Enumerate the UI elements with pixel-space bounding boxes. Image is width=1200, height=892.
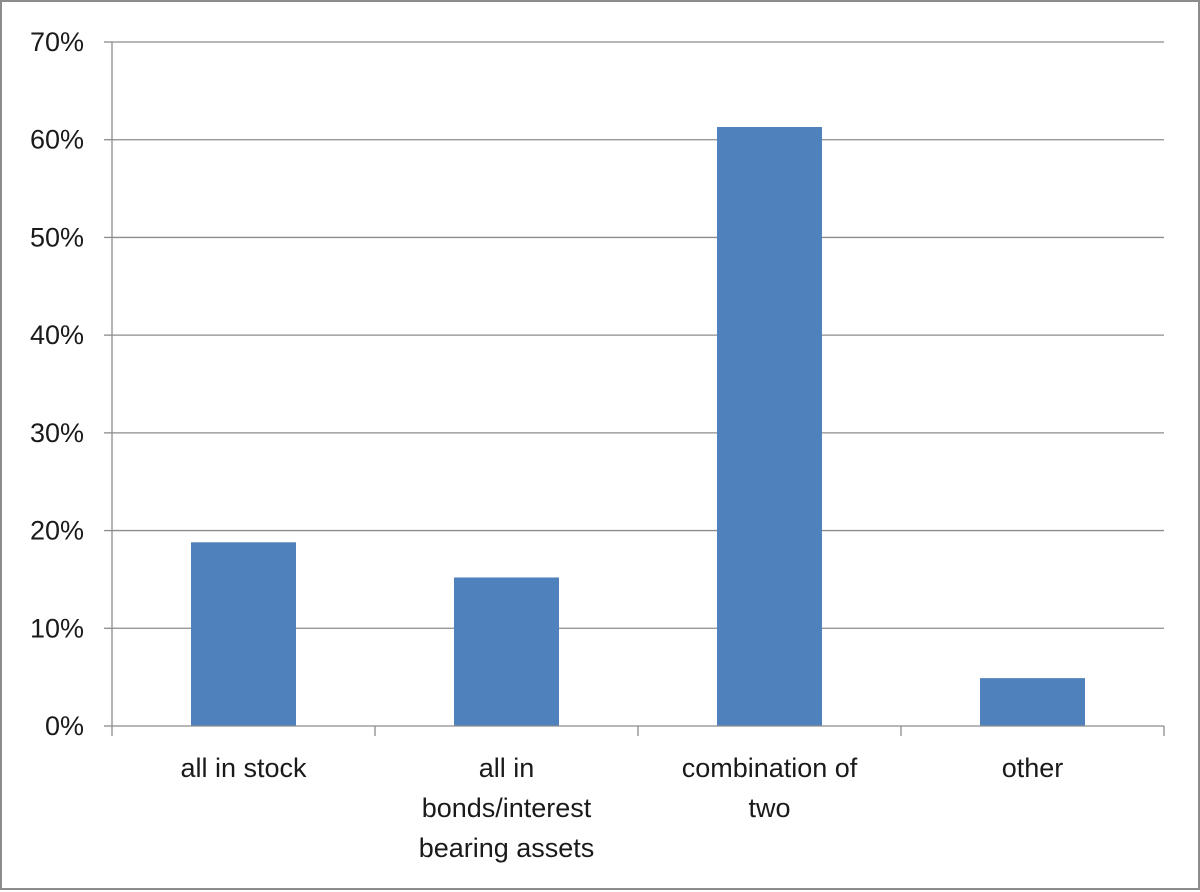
y-tick-labels: 0% 10% 20% 30% 40% 50% 60% 70% — [30, 27, 84, 741]
bar — [191, 542, 296, 726]
x-category-label: combination of two — [682, 753, 858, 823]
x-category-label-line: combination of — [682, 753, 858, 783]
x-category-label-line: all in stock — [180, 753, 307, 783]
axes — [104, 41, 1165, 736]
x-category-label-line: all in — [479, 753, 535, 783]
y-tick-label: 0% — [45, 711, 84, 741]
y-tick-label: 50% — [30, 222, 84, 252]
bar — [454, 577, 559, 726]
bar — [717, 127, 822, 727]
x-category-label-line: bonds/interest — [422, 793, 592, 823]
y-tick-label: 60% — [30, 125, 84, 155]
y-tick-label: 30% — [30, 418, 84, 448]
y-tick-label: 40% — [30, 320, 84, 350]
x-category-label-line: two — [748, 793, 790, 823]
x-category-label: all in bonds/interest bearing assets — [419, 753, 595, 863]
x-category-label: all in stock — [180, 753, 307, 783]
y-tick-label: 20% — [30, 516, 84, 546]
y-tick-label: 70% — [30, 27, 84, 57]
y-tick-label: 10% — [30, 613, 84, 643]
bars — [191, 127, 1085, 727]
bar — [980, 678, 1085, 726]
x-category-label-line: bearing assets — [419, 833, 595, 863]
x-category-labels: all in stock all in bonds/interest bearing … — [180, 753, 1063, 863]
gridlines — [112, 41, 1164, 629]
x-category-label: other — [1002, 753, 1064, 783]
x-category-label-line: other — [1002, 753, 1064, 783]
